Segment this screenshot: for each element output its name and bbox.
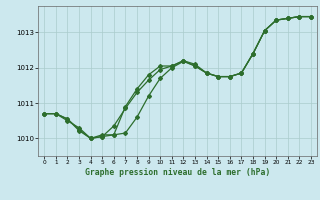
X-axis label: Graphe pression niveau de la mer (hPa): Graphe pression niveau de la mer (hPa): [85, 168, 270, 177]
